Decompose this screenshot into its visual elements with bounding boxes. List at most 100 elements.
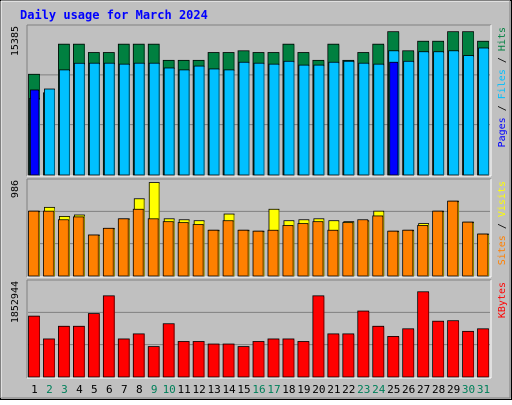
axis-label-separator: / <box>497 51 508 69</box>
bar-files <box>163 67 175 176</box>
bar-files <box>343 60 355 176</box>
x-tick-label: 22 <box>342 383 355 396</box>
bar-sites <box>372 215 384 277</box>
panels-layer: 15385 Pages / Files / Hits 986 Sites / Visi… <box>10 24 508 379</box>
bar-sites <box>357 219 369 277</box>
bar-kbytes <box>372 325 385 378</box>
bar-files <box>268 63 280 176</box>
x-tick-label: 31 <box>477 383 490 396</box>
bar-files <box>478 47 489 176</box>
bar-files <box>313 64 325 176</box>
bar-kbytes <box>73 325 85 378</box>
bar-sites <box>132 208 144 277</box>
x-tick-label: 11 <box>178 383 191 396</box>
bar-files <box>193 65 205 176</box>
x-tick-label: 20 <box>312 383 325 396</box>
panel-max-label: 15385 <box>10 26 21 56</box>
x-tick-label: 4 <box>76 383 83 396</box>
bar-sites <box>162 221 174 277</box>
bar-files <box>463 55 474 176</box>
x-tick-label: 7 <box>121 383 128 396</box>
panel-axis-label: Sites / Visits <box>497 181 508 265</box>
bar-kbytes <box>462 330 474 378</box>
bar-sites <box>252 230 264 277</box>
bar-sites <box>327 229 339 277</box>
bar-sites <box>267 229 279 277</box>
bar-files <box>44 88 55 176</box>
bar-files <box>358 62 370 176</box>
bar-kbytes <box>252 341 265 378</box>
bar-files <box>253 62 265 176</box>
bar-files <box>373 63 385 176</box>
panel-axis-label: KBytes <box>497 282 508 318</box>
x-tick-label: 2 <box>46 383 53 396</box>
x-tick-label: 30 <box>462 383 475 396</box>
x-tick-label: 19 <box>297 383 310 396</box>
bar-kbytes <box>237 346 250 378</box>
bar-files <box>59 69 70 176</box>
axis-label-part: Pages <box>497 117 508 147</box>
bar-sites <box>417 225 429 277</box>
bar-sites <box>147 218 159 277</box>
bar-kbytes <box>417 291 430 378</box>
x-tick-label: 1 <box>31 383 38 396</box>
x-tick-label: 27 <box>417 383 430 396</box>
axis-label-part: Files <box>497 69 508 99</box>
panel-visits-sites: 986 Sites / Visits <box>10 178 508 278</box>
bar-sites <box>73 216 84 277</box>
bar-files <box>148 62 160 176</box>
axis-label-separator: / <box>497 217 508 235</box>
bar-files <box>418 51 430 176</box>
x-tick-label: 21 <box>327 383 340 396</box>
bar-sites <box>462 221 473 277</box>
bar-sites <box>87 234 99 277</box>
bar-files <box>103 62 115 176</box>
bar-kbytes <box>222 343 235 378</box>
x-tick-label: 18 <box>282 383 295 396</box>
bar-files <box>448 50 459 176</box>
x-tick-label: 24 <box>372 383 386 396</box>
bar-files <box>223 69 235 176</box>
chart-title: Daily usage for March 2024 <box>20 8 208 22</box>
x-tick-label: 9 <box>151 383 158 396</box>
x-tick-label: 10 <box>163 383 176 396</box>
bar-kbytes <box>342 333 355 378</box>
panel-axis-label: Pages / Files / Hits <box>497 27 508 147</box>
bar-kbytes <box>102 295 115 378</box>
bar-kbytes <box>28 315 40 378</box>
bar-kbytes <box>327 333 340 378</box>
bar-sites <box>28 210 39 277</box>
bar-files <box>178 69 190 176</box>
bar-kbytes <box>58 325 70 378</box>
x-tick-label: 26 <box>402 383 415 396</box>
x-tick-label: 23 <box>357 383 370 396</box>
panel-max-label: 1852944 <box>10 281 21 323</box>
bar-kbytes <box>282 338 295 378</box>
x-tick-label: 25 <box>387 383 400 396</box>
bar-kbytes <box>132 333 145 378</box>
bar-kbytes <box>297 341 310 378</box>
bar-kbytes <box>387 336 400 378</box>
bar-files <box>238 61 250 176</box>
bar-files <box>403 60 415 176</box>
bar-kbytes <box>477 328 489 378</box>
bar-sites <box>177 222 189 277</box>
bar-sites <box>432 210 443 277</box>
bar-files <box>133 62 145 176</box>
x-tick-label: 17 <box>267 383 280 396</box>
panel-hits-files-pages: 15385 Pages / Files / Hits <box>10 24 508 177</box>
x-tick-label: 14 <box>222 383 236 396</box>
bar-sites <box>447 200 458 277</box>
bar-files <box>298 64 310 176</box>
x-tick-label: 13 <box>207 383 220 396</box>
bar-pages <box>389 61 399 176</box>
x-tick-label: 28 <box>432 383 445 396</box>
bar-pages <box>30 89 39 176</box>
x-tick-label: 12 <box>193 383 206 396</box>
x-tick-label: 16 <box>252 383 265 396</box>
axis-label-part: Sites <box>497 235 508 265</box>
bar-kbytes <box>192 341 205 378</box>
x-axis-labels: 1 2 3 4 5 6 7 8 9 10 11 12 13 14 15 16 17 18 19 20 21 22 23 24 2… <box>31 383 490 396</box>
bar-sites <box>297 223 309 277</box>
